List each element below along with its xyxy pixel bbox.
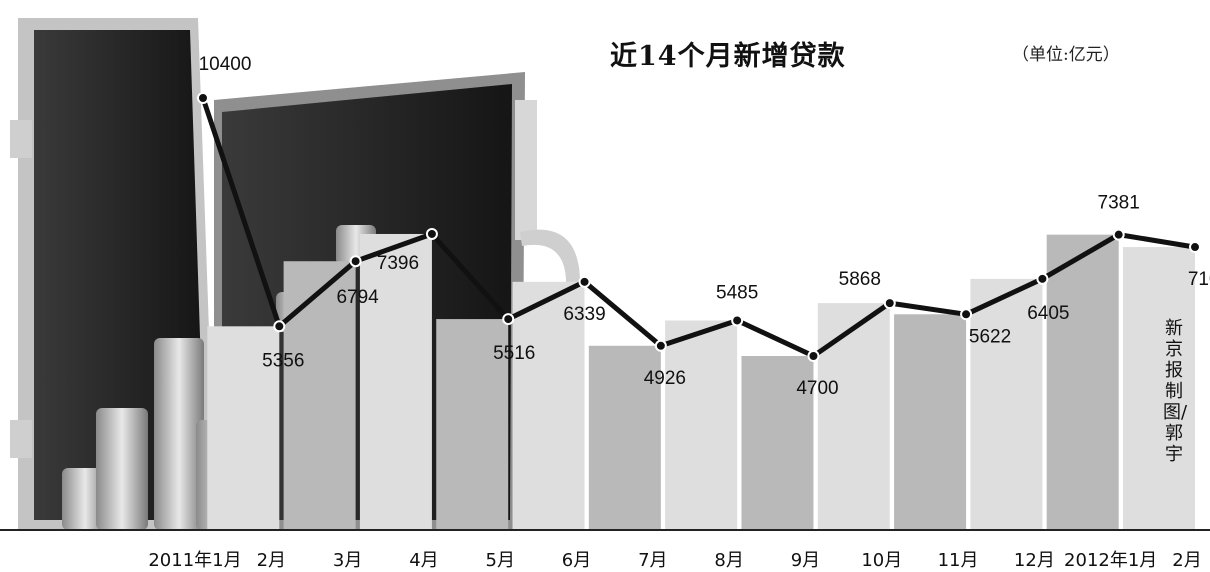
data-label: 5622 xyxy=(969,326,1011,347)
data-point xyxy=(807,350,820,362)
data-labels: 10400 5356 6794 7396 5516 6339 4926 5485 4700 586… xyxy=(199,54,1210,399)
x-tick-label: 3月 xyxy=(333,550,362,571)
x-tick-label: 7月 xyxy=(638,550,667,571)
value-column xyxy=(207,326,280,530)
data-point xyxy=(502,313,515,326)
data-label: 5356 xyxy=(262,350,304,371)
x-tick-label: 2012年1月 xyxy=(1064,550,1157,571)
value-column xyxy=(665,320,738,530)
data-label: 7396 xyxy=(377,253,419,274)
value-column xyxy=(283,261,356,530)
data-label: 5516 xyxy=(493,343,535,364)
value-column xyxy=(512,281,585,530)
x-tick-label: 2月 xyxy=(1172,550,1201,571)
data-point xyxy=(654,339,667,352)
x-tick-label: 4月 xyxy=(409,550,438,571)
data-point xyxy=(1189,241,1201,254)
data-point xyxy=(197,92,209,104)
data-label: 4926 xyxy=(644,368,686,389)
x-tick-labels: 2011年1月 2月 3月 4月 5月 6月 7月 8月 9月 10月 11月 12月 2012年1月 2… xyxy=(148,550,1201,571)
data-label: 4700 xyxy=(796,378,838,399)
data-point xyxy=(273,320,286,333)
x-tick-label: 5月 xyxy=(486,550,515,571)
data-point xyxy=(1112,228,1125,241)
value-column xyxy=(1046,234,1119,530)
x-tick-label: 12月 xyxy=(1014,550,1055,571)
data-label: 5485 xyxy=(716,282,758,303)
data-label: 10400 xyxy=(199,54,252,75)
data-label: 7107 xyxy=(1188,269,1210,290)
value-column xyxy=(1123,247,1195,530)
x-tick-label: 6月 xyxy=(562,550,591,571)
data-label: 5868 xyxy=(839,269,881,290)
data-point xyxy=(960,308,973,321)
data-label: 6339 xyxy=(563,304,605,325)
data-label: 6794 xyxy=(336,287,379,308)
value-column xyxy=(359,233,432,530)
x-tick-label: 2011年1月 xyxy=(148,550,241,571)
data-point xyxy=(425,227,438,240)
data-label: 7381 xyxy=(1098,193,1140,214)
chart-title: 近14个月新增贷款 xyxy=(610,41,846,72)
value-columns xyxy=(207,233,1195,530)
unit-label: （单位:亿元） xyxy=(1012,45,1120,65)
value-column xyxy=(741,356,814,530)
data-point xyxy=(1036,272,1049,285)
value-column xyxy=(588,345,661,530)
value-column xyxy=(817,303,890,530)
x-tick-label: 10月 xyxy=(861,550,902,571)
credit-text: 新京报制图/郭宇 xyxy=(1163,318,1188,465)
x-tick-label: 11月 xyxy=(938,550,979,571)
value-column xyxy=(436,319,509,530)
x-tick-label: 2月 xyxy=(257,550,286,571)
x-tick-label: 8月 xyxy=(714,550,743,571)
data-points xyxy=(197,92,1201,362)
data-point xyxy=(883,297,896,310)
data-point xyxy=(731,314,744,327)
data-point xyxy=(349,255,362,268)
x-tick-label: 9月 xyxy=(791,550,820,571)
value-column xyxy=(970,278,1043,530)
data-label: 6405 xyxy=(1027,303,1069,324)
value-column xyxy=(894,314,967,530)
loan-line xyxy=(200,97,1196,359)
data-point xyxy=(578,275,591,288)
